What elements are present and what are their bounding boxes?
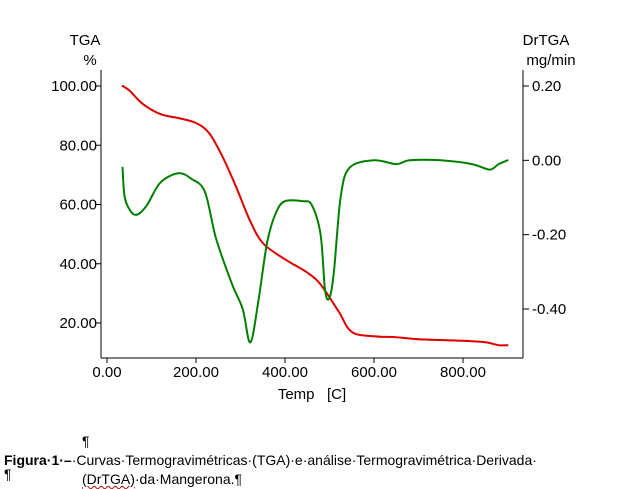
tga-series-line <box>121 85 509 347</box>
x-axis-title: Temp [C] <box>278 386 346 403</box>
x-tick-label: 0.00 <box>92 364 121 381</box>
caption-drtga: (DrTGA) <box>82 471 135 487</box>
x-tick-label: 600.00 <box>351 364 397 381</box>
left-tick-label: 40.00 <box>59 256 97 273</box>
right-tick-label: 0.20 <box>532 78 561 95</box>
caption-label: Figura·1·– <box>4 452 72 468</box>
left-tick-label: 80.00 <box>59 137 97 154</box>
left-axis-title: TGA <box>70 32 101 49</box>
left-tick-label: 60.00 <box>59 197 97 214</box>
x-tick-label: 200.00 <box>173 364 219 381</box>
caption-text-1: ·Curvas·Termogravimétricas·(TGA)·e·análi… <box>71 452 537 468</box>
left-axis-unit: % <box>83 52 96 69</box>
x-tick-label: 800.00 <box>440 364 486 381</box>
end-pilcrow: ¶ <box>4 466 12 482</box>
right-axis-unit: mg/min <box>526 52 575 69</box>
right-axis-title: DrTGA <box>523 32 570 49</box>
drtga-series-line <box>121 158 509 344</box>
right-tick-label: -0.20 <box>532 227 566 244</box>
caption-pilcrow: ¶ <box>82 433 90 449</box>
left-tick-label: 100.00 <box>51 78 97 95</box>
caption-text-2: ·da·Mangerona.¶ <box>134 471 243 487</box>
right-tick-label: 0.00 <box>532 152 561 169</box>
right-tick-label: -0.40 <box>532 301 566 318</box>
figure-caption: ¶ Figura·1·–·Curvas·Termogravimétricas·(… <box>4 432 619 489</box>
left-tick-label: 20.00 <box>59 315 97 332</box>
x-tick-label: 400.00 <box>262 364 308 381</box>
tga-chart: TGA % DrTGA mg/min Temp [C] 20.00 40.00 60… <box>51 32 575 403</box>
